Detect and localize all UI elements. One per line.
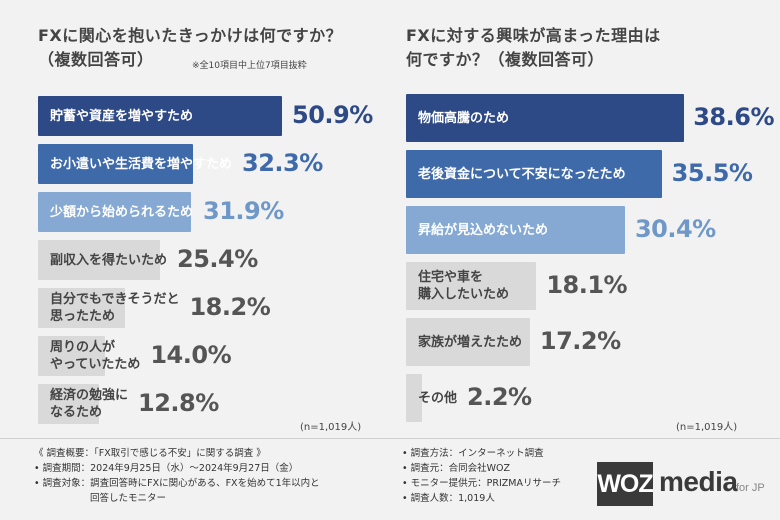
category-label-line: 家族が増えたため xyxy=(418,334,523,350)
right-sample-size: (n=1,019人) xyxy=(676,422,738,433)
category-label: 少額から始められるため xyxy=(50,204,193,221)
survey-summary-right: • 調査方法：インターネット調査 • 調査元：合同会社WOZ • モニター提供元… xyxy=(402,446,561,506)
value-label: 32.3% xyxy=(242,149,323,177)
right-chart-bars: 物価高騰のため 38.6% 老後資金について不安になったため 35.5% 昇給が見込めな… xyxy=(390,0,780,440)
survey-summary-left: 《 調査概要：「FX取引で感じる不安」に関する調査 》 • 調査期間：2024年… xyxy=(34,446,320,506)
category-label: お小遣いや生活費を増やすため xyxy=(50,156,232,173)
left-sample-size: (n=1,019人) xyxy=(300,422,362,433)
category-label-line: 経済の勉強に xyxy=(50,388,129,403)
woz-media-logo: WOZ media for JP xyxy=(597,462,767,506)
category-label-line: 老後資金について不安になったため xyxy=(418,166,626,182)
category-label: 物価高騰のため xyxy=(418,110,509,127)
survey-panel-provider: • モニター提供元：PRIZMAリサーチ xyxy=(402,478,561,489)
survey-target-cont: 回答したモニター xyxy=(90,493,167,504)
left-title-line-1: FXに関心を抱いたきっかけは何ですか？ xyxy=(38,26,343,45)
category-label: 周りの人がやっていたため xyxy=(50,339,140,373)
value-label: 18.2% xyxy=(189,293,271,321)
bar xyxy=(38,240,160,280)
bar xyxy=(406,206,625,254)
category-label: その他 xyxy=(418,390,457,407)
value-label: 12.8% xyxy=(138,389,219,417)
category-label-line: 自分でもできそうだと xyxy=(50,292,180,307)
category-label: 住宅や車を購入したいため xyxy=(418,269,509,303)
category-label-line: 周りの人が xyxy=(50,340,116,355)
category-label-line: 少額から始められるため xyxy=(50,204,194,220)
left-title-line-2: （複数回答可） xyxy=(38,50,154,69)
category-label-line: やっていたため xyxy=(50,357,141,372)
category-label-line: 貯蓄や資産を増やすため xyxy=(50,108,194,124)
value-label: 2.2% xyxy=(467,383,532,411)
category-label-line: その他 xyxy=(418,390,458,406)
survey-target: • 調査対象：調査回答時にFXに関心がある、FXを始めて1年以内と xyxy=(34,478,320,489)
survey-method: • 調査方法：インターネット調査 xyxy=(402,448,544,459)
category-label: 老後資金について不安になったため xyxy=(418,166,626,183)
value-label: 18.1% xyxy=(546,271,628,299)
logo-woz-box: WOZ xyxy=(597,462,654,506)
category-label: 副収入を得たいため xyxy=(50,252,167,269)
survey-period: • 調査期間：2024年9月25日（水）～2024年9月27日（金） xyxy=(34,463,299,474)
value-label: 14.0% xyxy=(150,341,232,369)
survey-respondents: • 調査人数：1,019人 xyxy=(402,493,495,504)
bar xyxy=(406,94,684,142)
value-label: 38.6% xyxy=(693,103,774,131)
bar xyxy=(38,192,191,232)
bar xyxy=(38,336,106,376)
survey-source: • 調査元：合同会社WOZ xyxy=(402,463,511,474)
category-label: 貯蓄や資産を増やすため xyxy=(50,108,193,125)
footer-divider xyxy=(0,438,780,439)
logo-media-text: media xyxy=(659,466,738,497)
right-title-line-2: 何ですか？（複数回答可） xyxy=(406,50,605,69)
bar xyxy=(38,96,282,136)
category-label-line: 思ったため xyxy=(50,309,116,324)
value-label: 25.4% xyxy=(177,245,258,273)
left-chart-bars: 貯蓄や資産を増やすため 50.9% お小遣いや生活費を増やすため 32.3% 少額から始… xyxy=(0,0,390,440)
right-title-line-1: FXに対する興味が高まった理由は xyxy=(406,26,661,45)
value-label: 50.9% xyxy=(292,101,373,129)
survey-title: 《 調査概要：「FX取引で感じる不安」に関する調査 》 xyxy=(34,448,266,459)
category-label: 経済の勉強に なるため xyxy=(50,387,128,421)
left-chart-note: ※全10項目中上位7項目抜粋 xyxy=(192,61,307,71)
right-chart-title: FXに対する興味が高まった理由は 何ですか？（複数回答可） xyxy=(406,24,751,72)
logo-suffix: for JP xyxy=(736,482,765,494)
category-label: 家族が増えたため xyxy=(418,334,522,351)
category-label: 昇給が見込めないため xyxy=(418,222,548,239)
category-label-line: お小遣いや生活費を増やすため xyxy=(50,156,233,172)
value-label: 35.5% xyxy=(671,159,753,187)
category-label-line: 購入したいため xyxy=(418,287,510,302)
bar xyxy=(406,150,662,198)
bar xyxy=(406,262,537,310)
left-chart-title: FXに関心を抱いたきっかけは何ですか？ （複数回答可） xyxy=(38,24,383,72)
category-label-line: なるため xyxy=(50,405,103,420)
bar xyxy=(38,288,126,328)
bar xyxy=(38,144,193,184)
bar xyxy=(406,318,530,366)
bar xyxy=(406,374,422,422)
value-label: 31.9% xyxy=(203,197,284,225)
category-label-line: 副収入を得たいため xyxy=(50,252,168,268)
category-label-line: 物価高騰のため xyxy=(418,110,510,126)
category-label-line: 住宅や車を xyxy=(418,270,484,285)
value-label: 30.4% xyxy=(634,215,716,243)
value-label: 17.2% xyxy=(539,327,621,355)
bar xyxy=(38,384,100,424)
category-label-line: 昇給が見込めないため xyxy=(418,222,549,238)
category-label: 自分でもできそうだと 思ったため xyxy=(50,291,179,325)
